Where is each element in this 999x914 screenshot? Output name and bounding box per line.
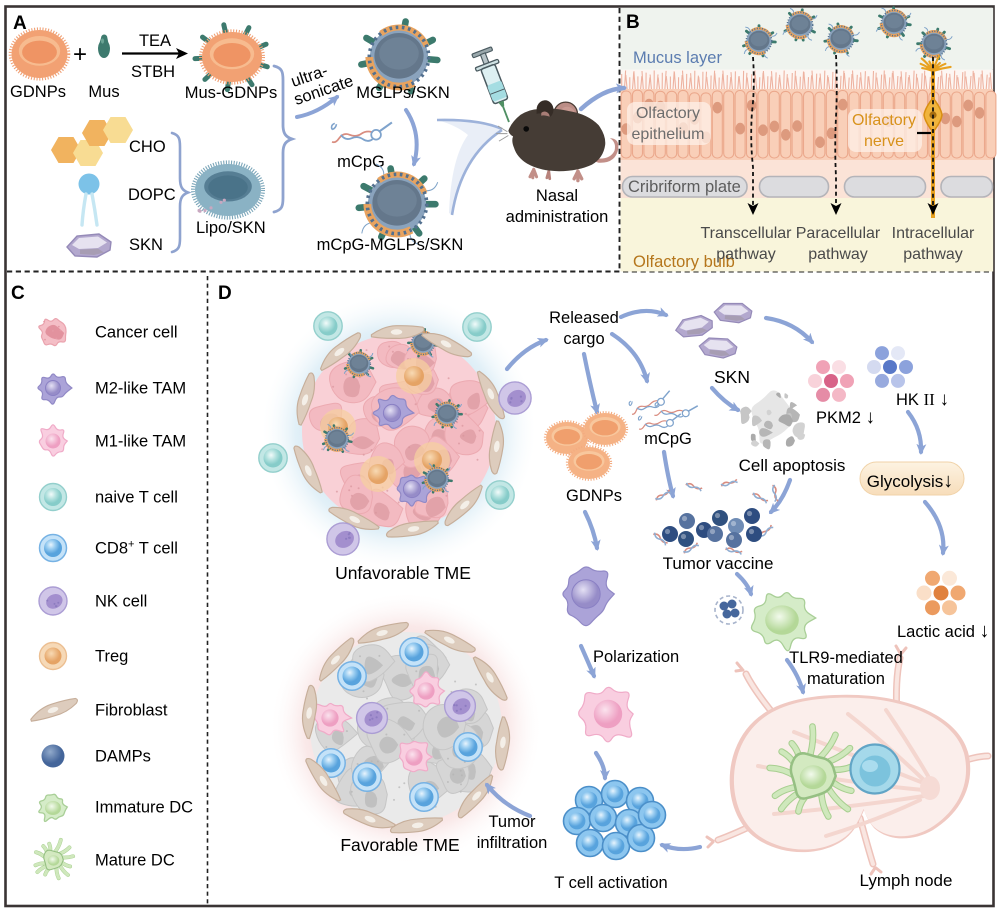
svg-text:Cribriform plate: Cribriform plate xyxy=(628,178,741,196)
svg-text:pathway: pathway xyxy=(808,246,868,263)
svg-text:TEA: TEA xyxy=(139,32,171,50)
svg-text:Paracellular: Paracellular xyxy=(796,225,881,242)
svg-text:D: D xyxy=(218,283,232,304)
svg-text:Tumor: Tumor xyxy=(488,813,536,831)
svg-text:pathway: pathway xyxy=(716,246,776,263)
svg-text:Intracellular: Intracellular xyxy=(892,225,975,242)
svg-text:pathway: pathway xyxy=(903,246,963,263)
svg-text:CD8+ T cell: CD8+ T cell xyxy=(95,539,178,558)
svg-text:Cell apoptosis: Cell apoptosis xyxy=(739,456,846,475)
svg-text:A: A xyxy=(13,13,27,34)
svg-text:DOPC: DOPC xyxy=(128,186,176,204)
svg-text:PKM2 ↓: PKM2 ↓ xyxy=(816,407,875,428)
svg-text:T cell activation: T cell activation xyxy=(554,874,667,892)
svg-text:Lipo/SKN: Lipo/SKN xyxy=(196,219,266,237)
svg-text:STBH: STBH xyxy=(131,63,175,81)
svg-text:Lactic acid ↓: Lactic acid ↓ xyxy=(897,620,990,642)
svg-text:Released: Released xyxy=(549,309,619,327)
svg-text:Cancer cell: Cancer cell xyxy=(95,324,178,342)
svg-text:Mus-GDNPs: Mus-GDNPs xyxy=(185,84,278,102)
svg-text:Nasal: Nasal xyxy=(536,187,578,205)
svg-text:Olfactory: Olfactory xyxy=(636,105,700,122)
svg-text:SKN: SKN xyxy=(714,367,750,387)
svg-text:TLR9-mediated: TLR9-mediated xyxy=(789,649,903,667)
svg-text:Mature DC: Mature DC xyxy=(95,852,175,870)
svg-text:DAMPs: DAMPs xyxy=(95,748,151,766)
svg-text:MGLPs/SKN: MGLPs/SKN xyxy=(356,84,450,102)
svg-text:NK cell: NK cell xyxy=(95,593,147,611)
svg-text:epithelium: epithelium xyxy=(632,126,705,143)
svg-text:B: B xyxy=(626,12,640,33)
svg-text:cargo: cargo xyxy=(563,330,604,348)
svg-text:administration: administration xyxy=(506,208,609,226)
svg-text:Transcellular: Transcellular xyxy=(701,225,793,242)
svg-text:GDNPs: GDNPs xyxy=(566,487,622,505)
svg-text:Polarization: Polarization xyxy=(593,648,679,666)
svg-text:maturation: maturation xyxy=(807,670,885,688)
svg-text:mCpG: mCpG xyxy=(644,430,692,448)
svg-text:Lymph node: Lymph node xyxy=(860,871,953,890)
svg-text:Unfavorable TME: Unfavorable TME xyxy=(335,563,471,583)
svg-text:M2-like TAM: M2-like TAM xyxy=(95,380,186,398)
svg-text:HK II ↓: HK II ↓ xyxy=(896,389,949,410)
svg-text:Immature DC: Immature DC xyxy=(95,799,193,817)
svg-text:Mucus layer: Mucus layer xyxy=(633,49,722,67)
svg-text:infiltration: infiltration xyxy=(477,834,548,852)
svg-text:CHO: CHO xyxy=(129,138,166,156)
svg-text:Olfactory: Olfactory xyxy=(852,112,916,129)
svg-text:Mus: Mus xyxy=(88,83,119,101)
svg-text:Tumor vaccine: Tumor vaccine xyxy=(663,554,774,573)
svg-text:C: C xyxy=(11,283,25,304)
svg-text:Glycolysis↓: Glycolysis↓ xyxy=(867,470,954,492)
svg-text:SKN: SKN xyxy=(129,236,163,254)
svg-text:Favorable TME: Favorable TME xyxy=(340,835,459,855)
svg-text:mCpG: mCpG xyxy=(337,153,385,171)
svg-text:mCpG-MGLPs/SKN: mCpG-MGLPs/SKN xyxy=(317,236,464,254)
svg-text:Treg: Treg xyxy=(95,648,128,666)
svg-text:M1-like TAM: M1-like TAM xyxy=(95,433,186,451)
svg-text:Fibroblast: Fibroblast xyxy=(95,702,168,720)
svg-text:GDNPs: GDNPs xyxy=(10,83,66,101)
svg-text:+: + xyxy=(73,41,87,68)
svg-text:naive T cell: naive T cell xyxy=(95,489,178,507)
svg-text:Olfactory bulb: Olfactory bulb xyxy=(633,253,735,271)
svg-text:nerve: nerve xyxy=(864,133,904,150)
